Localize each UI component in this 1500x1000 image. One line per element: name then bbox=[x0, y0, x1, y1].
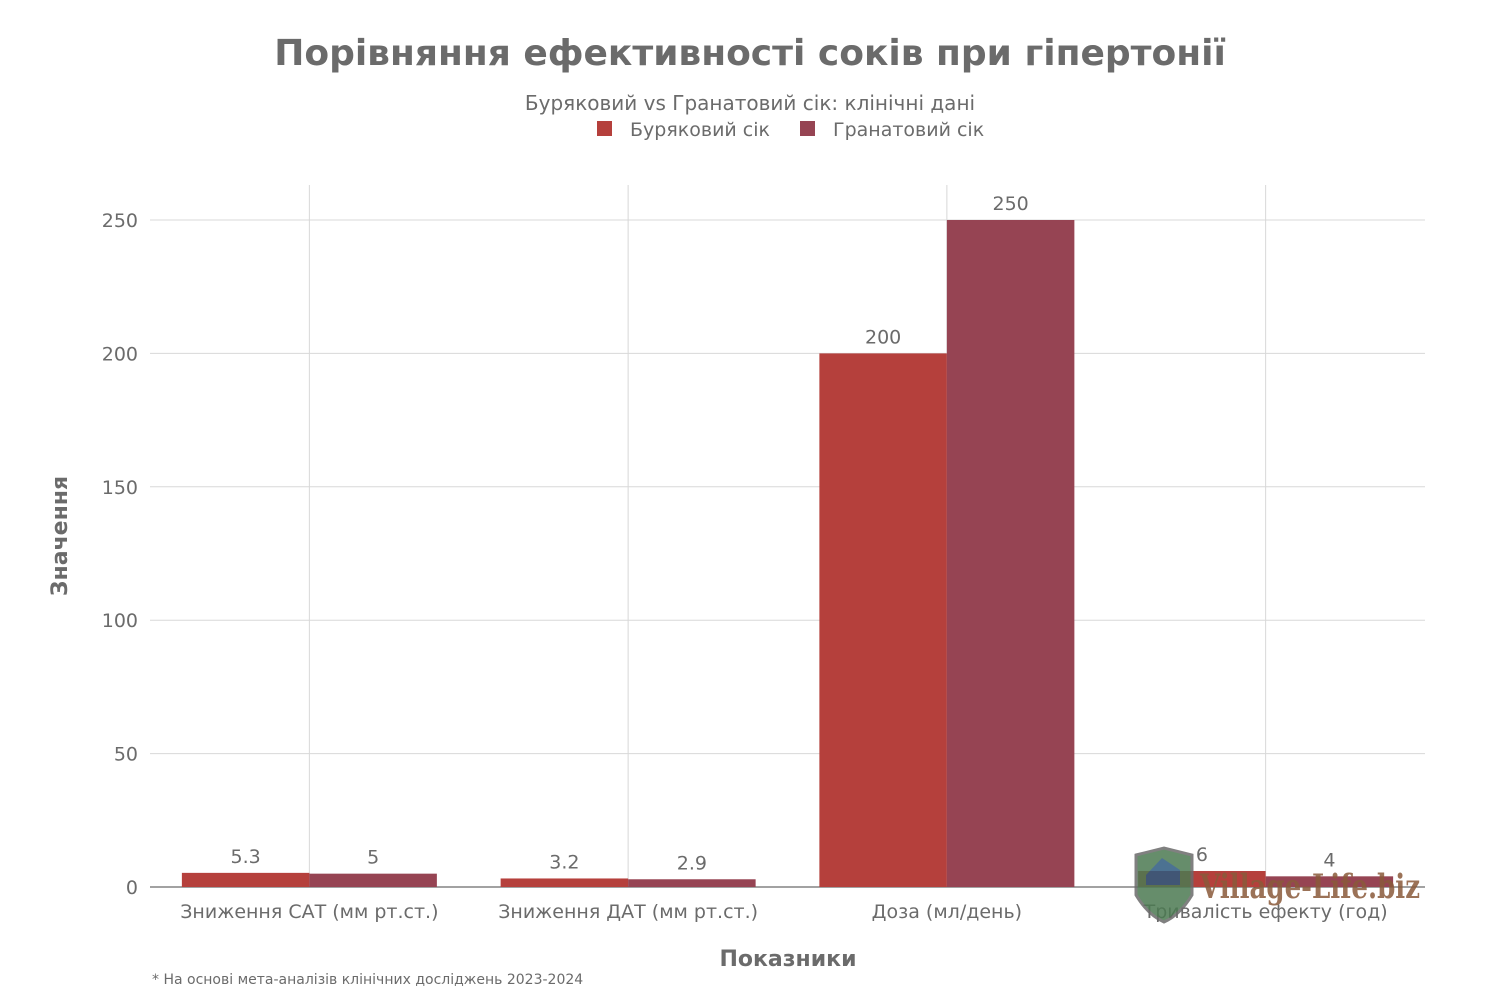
data-label: 6 bbox=[1196, 844, 1208, 866]
legend-label: Буряковий сік bbox=[630, 119, 770, 141]
x-tick-label: Зниження ДАТ (мм рт.ст.) bbox=[498, 901, 758, 923]
chart-subtitle: Буряковий vs Гранатовий сік: клінічні да… bbox=[525, 91, 975, 115]
bar bbox=[628, 879, 756, 887]
bar bbox=[181, 872, 310, 887]
legend-swatch bbox=[800, 121, 815, 136]
labels: Зниження САТ (мм рт.ст.) 5.3 5 Зниження ДАТ… bbox=[180, 193, 1387, 923]
data-label: 250 bbox=[992, 193, 1028, 215]
bar bbox=[500, 878, 629, 887]
bar bbox=[309, 873, 437, 887]
legend-swatch bbox=[597, 121, 612, 136]
x-tick-label: Тривалість ефекту (год) bbox=[1143, 901, 1388, 923]
data-label: 200 bbox=[865, 326, 901, 348]
footnote: * На основі мета-аналізів клінічних досл… bbox=[152, 972, 583, 988]
watermark-text: Village-Life.biz bbox=[1199, 867, 1420, 907]
data-label: 2.9 bbox=[677, 852, 707, 874]
data-label: 3.2 bbox=[549, 851, 579, 873]
bar bbox=[1265, 876, 1394, 887]
y-tick-label: 150 bbox=[102, 477, 138, 499]
bar bbox=[946, 220, 1075, 887]
legend: Буряковий сік Гранатовий сік bbox=[597, 119, 984, 141]
y-tick-label: 0 bbox=[126, 877, 138, 899]
y-tick-label: 200 bbox=[102, 343, 138, 365]
bars bbox=[181, 220, 1394, 887]
data-label: 5 bbox=[367, 847, 379, 869]
x-tick-label: Зниження САТ (мм рт.ст.) bbox=[180, 901, 438, 923]
chart-title: Порівняння ефективності соків при гіперт… bbox=[274, 33, 1226, 74]
x-axis-label: Показники bbox=[719, 947, 856, 972]
data-label: 5.3 bbox=[231, 846, 261, 868]
legend-label: Гранатовий сік bbox=[833, 119, 984, 141]
grid: 0 50 100 150 200 250 bbox=[102, 185, 1425, 899]
y-axis-label: Значення bbox=[48, 476, 73, 596]
y-tick-label: 50 bbox=[114, 744, 138, 766]
x-tick-label: Доза (мл/день) bbox=[872, 901, 1022, 923]
data-label: 4 bbox=[1323, 849, 1335, 871]
y-tick-label: 250 bbox=[102, 210, 138, 232]
y-tick-label: 100 bbox=[102, 610, 138, 632]
bar bbox=[819, 353, 947, 887]
barn-icon bbox=[1146, 858, 1180, 885]
watermark-logo: Village-Life.biz bbox=[1134, 846, 1420, 924]
